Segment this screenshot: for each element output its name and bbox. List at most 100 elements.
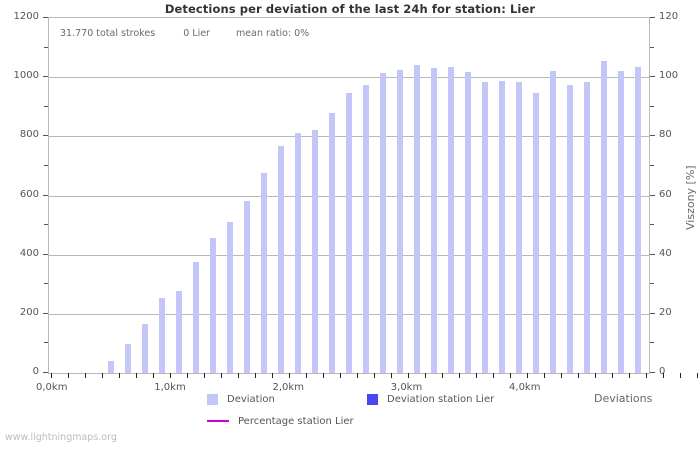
x-axis-tick: [357, 373, 358, 378]
x-axis-tick: [408, 373, 409, 378]
annotation-total-strokes: 31.770 total strokes: [60, 28, 156, 39]
x-axis-tick: [221, 373, 222, 378]
y-axis-right-tick-label: 80: [659, 129, 672, 141]
x-axis-tick: [204, 373, 205, 378]
y-axis-right-title: Viszony [%]: [684, 165, 697, 230]
bar: [430, 67, 437, 373]
x-axis-tick-label: 3,0km: [390, 382, 423, 393]
y-axis-tick: [43, 76, 48, 78]
footer-watermark: www.lightningmaps.org: [5, 432, 117, 443]
x-axis-title: Deviations: [594, 392, 653, 405]
y-axis-tick-label: 1000: [13, 70, 39, 82]
y-axis-right-tick: [650, 194, 655, 196]
y-axis-tick: [43, 194, 48, 196]
x-axis-tick: [391, 373, 392, 378]
x-axis-tick: [272, 373, 273, 378]
x-axis-tick: [51, 373, 52, 378]
bar: [515, 81, 522, 373]
y-axis-right-tick: [650, 76, 655, 78]
y-axis-tick-label: 400: [19, 247, 39, 259]
bar: [481, 81, 488, 373]
bar: [447, 66, 454, 373]
chart-title: Detections per deviation of the last 24h…: [164, 2, 536, 16]
x-axis-tick: [595, 373, 596, 378]
x-axis-tick: [340, 373, 341, 378]
bar: [226, 222, 233, 373]
x-axis-tick: [255, 373, 256, 378]
y-axis-right-tick-label: 60: [659, 188, 672, 200]
bar: [396, 69, 403, 373]
legend-swatch-percentage-station: [207, 420, 229, 422]
x-axis-tick: [289, 373, 290, 378]
y-axis-tick: [43, 17, 48, 18]
legend-item-percentage-station[interactable]: Percentage station Lier: [207, 414, 354, 428]
y-axis-right-tick: [650, 135, 655, 137]
bar: [243, 201, 250, 373]
legend-swatch-deviation-station: [367, 393, 378, 405]
y-axis-right-minor-tick: [650, 46, 654, 48]
y-axis-right-minor-tick: [650, 283, 654, 285]
x-axis-tick: [374, 373, 375, 378]
bar: [600, 60, 607, 373]
bar: [277, 145, 284, 373]
x-axis-tick: [697, 373, 698, 378]
y-axis-tick-label: 0: [32, 366, 39, 377]
y-axis-right-tick-label: 20: [659, 306, 672, 318]
y-axis-tick-label: 800: [19, 129, 39, 141]
y-axis-right-tick-label: 100: [659, 70, 679, 82]
x-axis-tick: [629, 373, 630, 378]
x-axis-tick: [476, 373, 477, 378]
y-axis-right-tick: [650, 17, 655, 18]
legend-item-deviation-station[interactable]: Deviation station Lier: [367, 392, 494, 406]
x-axis-tick-label: 0,0km: [36, 382, 68, 393]
x-axis-tick-label: 2,0km: [272, 382, 304, 393]
y-axis-right-tick: [650, 253, 655, 255]
legend-label-percentage-station: Percentage station Lier: [238, 415, 354, 427]
x-axis-tick: [561, 373, 562, 378]
x-axis-tick: [663, 373, 664, 378]
x-axis-tick: [85, 373, 86, 378]
x-axis-tick: [510, 373, 511, 378]
bar: [413, 65, 420, 373]
y-axis-right-minor-tick: [650, 105, 654, 107]
x-axis-tick-label: 1,0km: [154, 382, 186, 393]
bar: [141, 324, 148, 373]
x-axis-tick: [187, 373, 188, 378]
bar: [379, 73, 386, 373]
y-axis-right-tick: [650, 312, 655, 314]
legend-label-deviation: Deviation: [227, 393, 275, 405]
bar: [498, 80, 505, 373]
x-axis-tick-label: 4,0km: [509, 382, 541, 393]
chart-legend: Deviation Deviation station Lier Percent…: [0, 392, 700, 438]
bar: [345, 92, 352, 373]
legend-item-deviation[interactable]: Deviation: [207, 392, 275, 406]
y-axis-right-minor-tick: [650, 224, 654, 226]
bar: [464, 71, 471, 373]
x-axis-tick: [544, 373, 545, 378]
y-axis-minor-tick: [44, 342, 48, 344]
legend-swatch-deviation: [207, 393, 218, 405]
x-axis-tick: [442, 373, 443, 378]
x-axis-tick: [170, 373, 171, 378]
y-axis-tick: [43, 372, 48, 373]
y-axis-right-tick-label: 0: [659, 366, 666, 377]
y-axis-right-minor-tick: [650, 342, 654, 344]
y-axis-tick: [43, 312, 48, 314]
x-axis-tick: [323, 373, 324, 378]
y-axis-right-tick: [650, 372, 655, 373]
x-axis-tick: [680, 373, 681, 378]
bar: [583, 81, 590, 373]
x-axis-tick: [459, 373, 460, 378]
y-axis-tick: [43, 135, 48, 137]
x-axis-tick: [527, 373, 528, 378]
y-axis-right-tick-label: 120: [659, 11, 679, 22]
plot-area: [48, 17, 650, 374]
x-axis-tick: [136, 373, 137, 378]
bar: [175, 290, 182, 373]
bar: [158, 298, 165, 373]
y-axis-tick-label: 200: [19, 306, 39, 318]
gridline: [49, 77, 649, 79]
x-axis-tick: [102, 373, 103, 378]
y-axis-minor-tick: [44, 105, 48, 107]
